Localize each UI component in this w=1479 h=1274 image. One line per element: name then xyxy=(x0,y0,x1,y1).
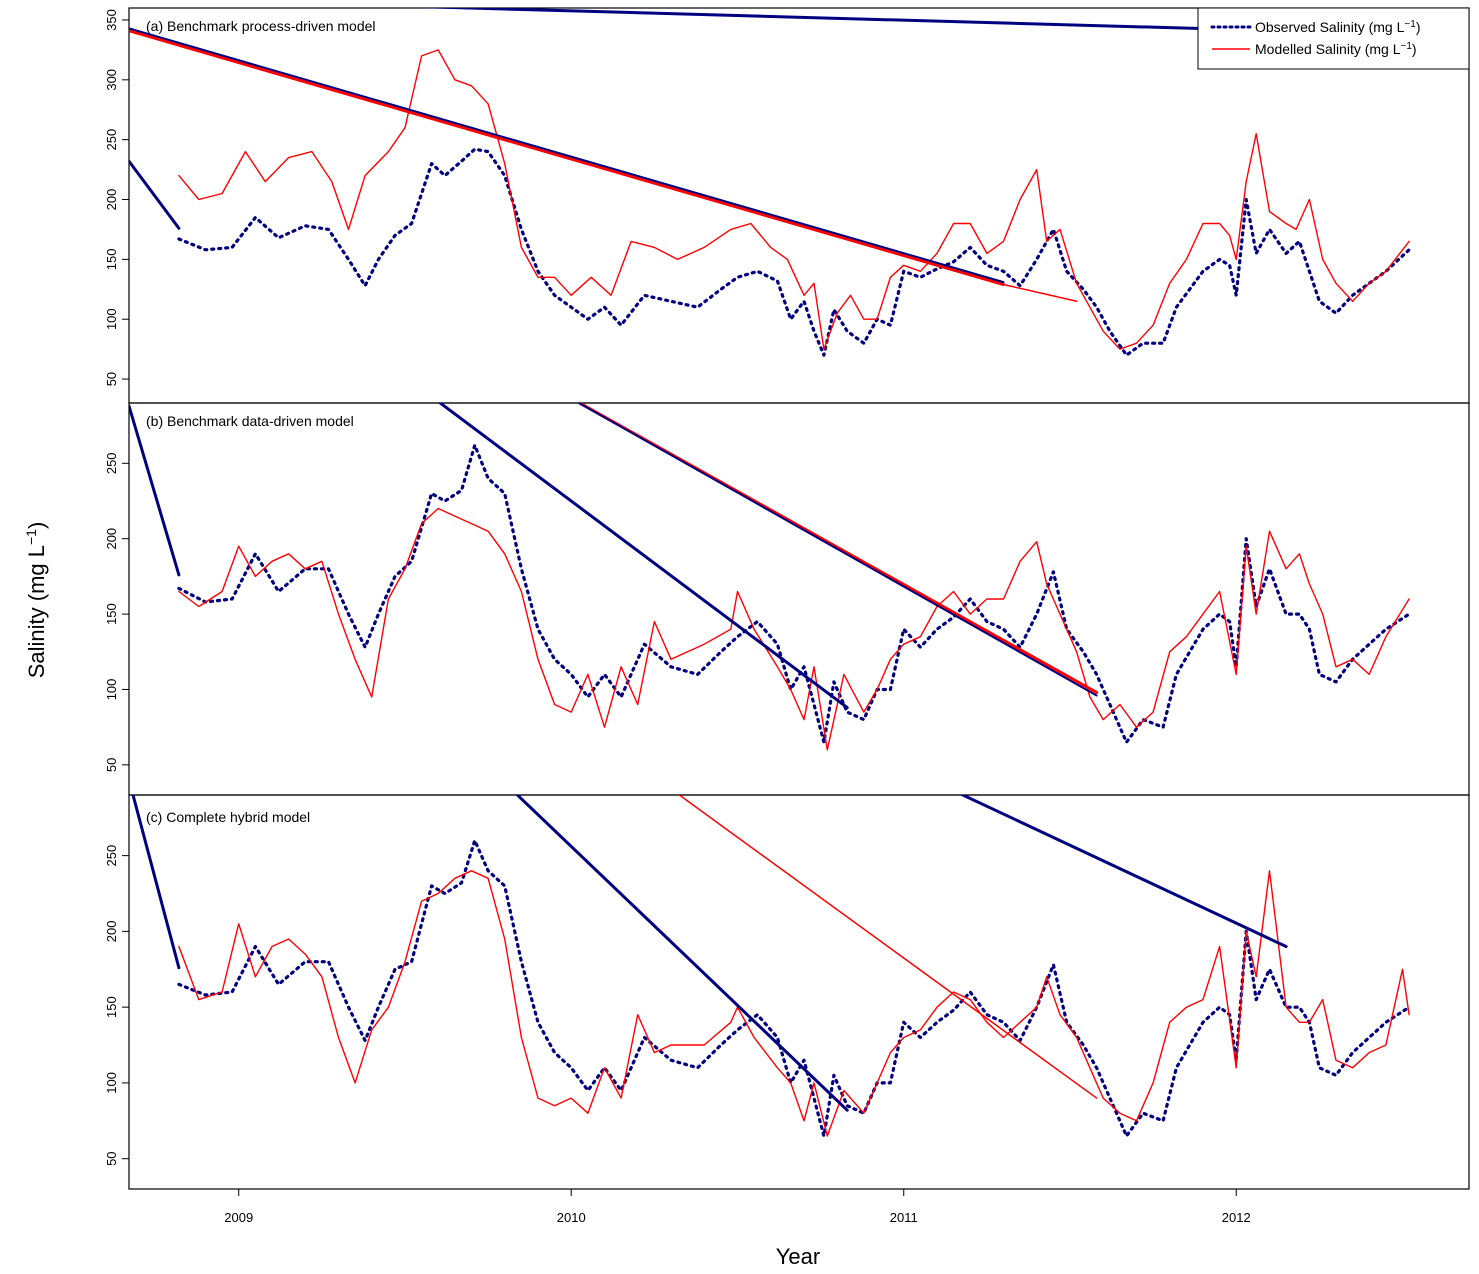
panel-a-ytick-label-200: 200 xyxy=(104,189,119,211)
panel-a-observed-series xyxy=(177,147,1411,357)
panel-b-ytick-label-200: 200 xyxy=(104,528,119,550)
panel-a-connector-line-2 xyxy=(129,29,1005,286)
panel-c-ytick-label-50: 50 xyxy=(104,1151,119,1165)
panel-b-ytick-label-150: 150 xyxy=(104,603,119,625)
panel-c: (c) Complete hybrid model 50 100 150 200 250 xyxy=(104,794,1470,1190)
panel-b-ytick-label-250: 250 xyxy=(104,452,119,474)
legend-observed-sup: −1 xyxy=(1404,19,1416,30)
panel-b-yaxis: 50 100 150 200 250 xyxy=(104,452,129,772)
panel-a-plot xyxy=(129,8,1411,357)
panel-c-connector-line-2 xyxy=(678,795,1098,1099)
legend-modelled-label: Modelled Salinity (mg L−1) xyxy=(1255,41,1417,58)
panel-c-connector-line-3 xyxy=(959,795,1288,949)
y-axis-title-close: ) xyxy=(24,522,49,529)
legend-modelled-text: Modelled Salinity (mg L xyxy=(1255,41,1401,57)
x-tick-label-2009: 2009 xyxy=(224,1210,253,1225)
panel-c-ytick-label-150: 150 xyxy=(104,996,119,1018)
x-axis-title: Year xyxy=(776,1244,820,1269)
y-axis-title-sup: −1 xyxy=(23,529,39,545)
panel-c-frame xyxy=(128,794,1470,1190)
panel-a-connector-line-1 xyxy=(129,159,181,230)
panel-b-connector-line-3 xyxy=(576,403,1098,697)
panel-a-connector-line-4 xyxy=(1002,283,1078,303)
panel-c-connector-line-0 xyxy=(131,795,181,970)
legend-observed-text: Observed Salinity (mg L xyxy=(1255,19,1405,35)
panel-b-ytick-label-100: 100 xyxy=(104,679,119,701)
panel-a: (a) Benchmark process-driven model 50 100… xyxy=(104,7,1470,404)
panel-a-ytick-label-300: 300 xyxy=(104,69,119,91)
panel-a-ytick-label-150: 150 xyxy=(104,249,119,271)
legend-modelled-sup: −1 xyxy=(1401,41,1413,52)
y-axis-title-main: Salinity (mg L xyxy=(24,545,49,678)
legend: Observed Salinity (mg L−1) Modelled Sali… xyxy=(1197,7,1470,70)
panel-c-connector-line-1 xyxy=(515,795,849,1112)
panel-b-observed-series xyxy=(177,443,1411,744)
x-tick-label-2012: 2012 xyxy=(1222,1210,1251,1225)
x-tick-label-2011: 2011 xyxy=(890,1210,918,1225)
panel-c-modelled-series xyxy=(178,870,1410,1137)
panel-a-label: (a) Benchmark process-driven model xyxy=(146,18,376,34)
x-tick-label-2010: 2010 xyxy=(557,1210,586,1225)
panel-a-ytick-label-50: 50 xyxy=(104,372,119,386)
panel-c-ytick-label-250: 250 xyxy=(104,845,119,867)
panel-a-ytick-label-350: 350 xyxy=(104,9,119,31)
panel-b-ytick-label-50: 50 xyxy=(104,758,119,772)
panel-a-modelled-series xyxy=(178,49,1410,350)
legend-observed-label: Observed Salinity (mg L−1) xyxy=(1255,19,1420,36)
panel-b-modelled-series xyxy=(178,507,1410,751)
legend-box xyxy=(1197,7,1470,70)
panel-c-plot xyxy=(131,795,1411,1138)
panel-c-ytick-label-100: 100 xyxy=(104,1072,119,1094)
panel-c-observed-series xyxy=(177,838,1411,1138)
panel-c-label: (c) Complete hybrid model xyxy=(146,809,310,825)
panel-b: (b) Benchmark data-driven model 50 100 150… xyxy=(104,402,1470,796)
legend-modelled-close: ) xyxy=(1412,41,1417,57)
legend-observed-close: ) xyxy=(1416,19,1421,35)
panel-c-ytick-label-200: 200 xyxy=(104,921,119,943)
panel-b-frame xyxy=(128,402,1470,796)
panel-c-yaxis: 50 100 150 200 250 xyxy=(104,845,129,1166)
panel-a-connector-line-0 xyxy=(416,8,1238,32)
x-axis: 2009 2010 2011 2012 xyxy=(224,1189,1251,1225)
panel-b-label: (b) Benchmark data-driven model xyxy=(146,413,354,429)
y-axis-title: Salinity (mg L−1) xyxy=(23,522,49,679)
panel-a-ytick-label-100: 100 xyxy=(104,308,119,330)
panel-a-connector-line-3 xyxy=(129,27,1005,284)
panel-b-connector-line-0 xyxy=(129,404,181,577)
panel-b-connector-line-1 xyxy=(437,403,849,710)
panel-a-yaxis: 50 100 150 200 250 300 350 xyxy=(104,9,129,386)
panel-a-ytick-label-250: 250 xyxy=(104,129,119,151)
panel-b-plot xyxy=(129,403,1411,751)
